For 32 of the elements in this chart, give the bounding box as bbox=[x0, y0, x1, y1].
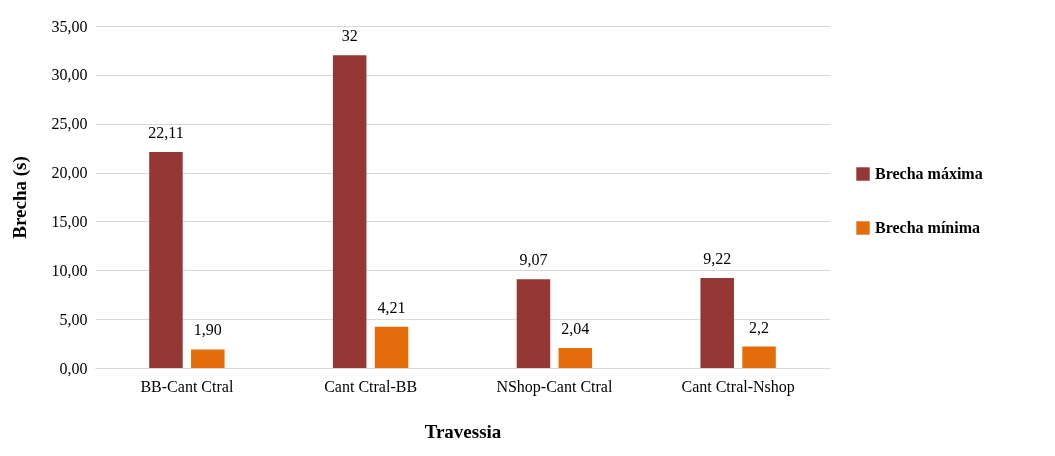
x-tick-label: Cant Ctral-Nshop bbox=[681, 377, 795, 396]
data-label: 2,04 bbox=[561, 320, 590, 338]
y-tick-label: 5,00 bbox=[59, 310, 88, 328]
y-tick-label: 25,00 bbox=[51, 115, 88, 133]
bar bbox=[191, 349, 225, 368]
data-label: 4,21 bbox=[377, 298, 406, 316]
legend-label: Brecha máxima bbox=[875, 165, 983, 182]
y-tick-label: 15,00 bbox=[51, 212, 88, 230]
bar bbox=[149, 151, 183, 368]
y-tick-label: 30,00 bbox=[51, 66, 88, 84]
y-tick-label: 20,00 bbox=[51, 164, 88, 182]
data-label: 1,90 bbox=[193, 321, 222, 339]
bar bbox=[332, 55, 367, 368]
y-tick-label: 0,00 bbox=[59, 359, 88, 377]
y-tick-label: 10,00 bbox=[51, 261, 88, 279]
legend-label: Brecha mínima bbox=[875, 219, 981, 236]
bar bbox=[700, 277, 734, 368]
y-tick-label: 35,00 bbox=[51, 17, 88, 35]
bar bbox=[742, 346, 776, 368]
data-label: 32 bbox=[341, 27, 358, 45]
bar bbox=[516, 279, 551, 368]
data-label: 9,07 bbox=[519, 251, 548, 269]
data-label: 22,11 bbox=[148, 123, 184, 141]
x-tick-label: NShop-Cant Ctral bbox=[496, 377, 613, 396]
bar bbox=[558, 348, 593, 368]
bar bbox=[374, 326, 409, 368]
x-axis-title: Travessia bbox=[424, 420, 502, 442]
data-label: 2,2 bbox=[749, 318, 770, 336]
data-label: 9,22 bbox=[703, 249, 732, 267]
x-tick-label: BB-Cant Ctral bbox=[140, 377, 234, 395]
y-axis-title: Brecha (s) bbox=[8, 156, 31, 239]
x-tick-label: Cant Ctral-BB bbox=[324, 377, 418, 395]
